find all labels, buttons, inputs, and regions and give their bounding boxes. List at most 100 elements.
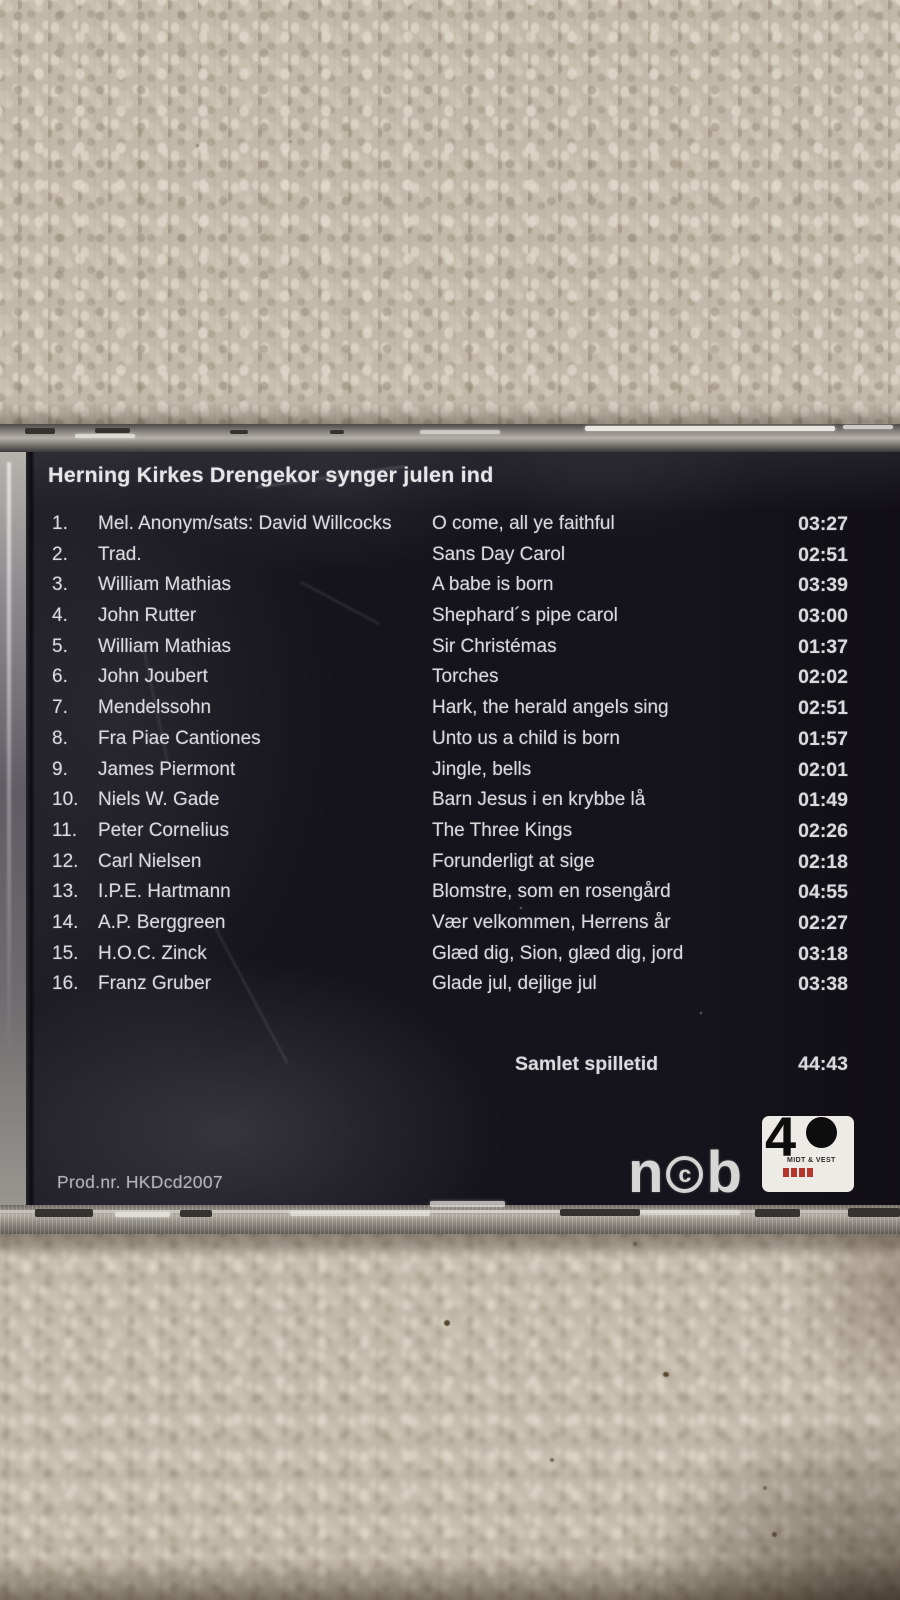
track-number: 3. (52, 574, 68, 596)
track-row: 6. John Joubert Torches 02:02 (52, 662, 848, 693)
track-number: 12. (52, 850, 79, 872)
track-title: Sir Christémas (432, 635, 557, 657)
track-composer: Mendelssohn (98, 697, 212, 719)
track-row: 10. Niels W. Gade Barn Jesus i en krybbe l… (52, 785, 848, 816)
plastic-glint (75, 434, 135, 438)
track-duration: 04:55 (798, 881, 848, 904)
track-composer: Mel. Anonym/sats: David Willcocks (98, 513, 392, 534)
track-row: 1. Mel. Anonym/sats: David Willcocks O com… (52, 509, 848, 540)
track-number: 6. (52, 666, 68, 688)
track-row: 5. William Mathias Sir Christémas 01:37 (52, 632, 848, 663)
track-title: Unto us a child is born (432, 727, 620, 749)
track-row: 16. Franz Gruber Glade jul, dejlige jul 03:… (52, 969, 848, 1000)
track-title: O come, all ye faithful (432, 513, 615, 534)
plastic-notch (25, 428, 55, 434)
track-row: 15. H.O.C. Zinck Glæd dig, Sion, glæd dig,… (52, 939, 848, 970)
plastic-notch (755, 1209, 800, 1217)
track-number: 10. (52, 789, 79, 811)
track-composer: A.P. Berggreen (98, 911, 226, 933)
track-number: 16. (52, 973, 79, 995)
track-title: The Three Kings (432, 819, 573, 841)
total-time-row: Samlet spilletid 44:43 (515, 1053, 848, 1076)
carpet-speck (196, 144, 199, 147)
ncb-logo: n c b (628, 1140, 742, 1206)
track-duration: 01:57 (798, 727, 848, 750)
track-number: 13. (52, 881, 79, 903)
track-composer: I.P.E. Hartmann (98, 881, 231, 903)
track-number: 5. (52, 635, 68, 657)
dust-dot (520, 907, 522, 909)
track-composer: Trad. (98, 543, 142, 565)
track-title: Vær velkommen, Herrens år (432, 911, 671, 933)
case-shadow-bottom (0, 1234, 900, 1600)
track-duration: 03:00 (798, 605, 848, 628)
plastic-notch (848, 1208, 900, 1217)
carpet-speck (289, 140, 292, 143)
plastic-highlight (0, 1210, 900, 1213)
plastic-notch (330, 430, 344, 434)
tracklist: 1. Mel. Anonym/sats: David Willcocks O com… (52, 509, 848, 1000)
track-number: 4. (52, 605, 68, 627)
case-left-edge (0, 452, 26, 1205)
track-duration: 01:49 (798, 789, 848, 812)
total-time: 44:43 (798, 1053, 848, 1075)
track-composer: H.O.C. Zinck (98, 942, 207, 964)
back-insert: Herning Kirkes Drengekor synger julen in… (0, 452, 900, 1205)
total-label: Samlet spilletid (515, 1053, 659, 1075)
ncb-letter-b: b (706, 1140, 742, 1206)
carpet-background-bottom (0, 1234, 900, 1600)
track-duration: 02:27 (798, 911, 848, 934)
track-title: Forunderligt at sige (432, 850, 595, 872)
carpet-texture (0, 0, 900, 424)
plastic-notch (180, 1210, 212, 1217)
plastic-notch (230, 430, 248, 434)
track-title: Hark, the herald angels sing (432, 697, 669, 719)
midt-vest-digit: 4 (765, 1105, 797, 1168)
case-shadow-top (0, 0, 900, 424)
track-duration: 01:37 (798, 635, 848, 658)
track-row: 8. Fra Piae Cantiones Unto us a child is b… (52, 724, 848, 755)
track-duration: 02:01 (798, 758, 848, 781)
track-title: Jingle, bells (432, 758, 532, 780)
plastic-notch (95, 428, 130, 433)
track-row: 9. James Piermont Jingle, bells 02:01 (52, 755, 848, 786)
plastic-glint (585, 426, 835, 431)
track-number: 2. (52, 543, 68, 565)
track-number: 1. (52, 513, 68, 534)
plastic-glint (115, 1212, 170, 1217)
plastic-glint (290, 1211, 430, 1216)
midt-vest-circle-icon (806, 1117, 837, 1148)
track-duration: 02:51 (798, 543, 848, 566)
plastic-notch (560, 1209, 640, 1216)
track-row: 13. I.P.E. Hartmann Blomstre, som en rosen… (52, 877, 848, 908)
track-composer: Fra Piae Cantiones (98, 727, 261, 749)
plastic-notch (35, 1209, 93, 1217)
track-duration: 03:38 (798, 973, 848, 996)
carpet-background-top (0, 0, 900, 424)
track-composer: Franz Gruber (98, 973, 211, 995)
track-row: 14. A.P. Berggreen Vær velkommen, Herrens … (52, 908, 848, 939)
track-number: 15. (52, 942, 79, 964)
track-title: A babe is born (432, 574, 554, 596)
track-row: 4. John Rutter Shephard´s pipe carol 03:00 (52, 601, 848, 632)
track-number: 7. (52, 697, 68, 719)
track-row: 7. Mendelssohn Hark, the herald angels sin… (52, 693, 848, 724)
track-title: Shephard´s pipe carol (432, 605, 618, 627)
track-duration: 03:18 (798, 942, 848, 965)
track-composer: Carl Nielsen (98, 850, 202, 872)
track-title: Glæd dig, Sion, glæd dig, jord (432, 942, 684, 964)
track-duration: 02:26 (798, 819, 848, 842)
case-left-seam (26, 452, 35, 1205)
track-number: 9. (52, 758, 68, 780)
track-number: 14. (52, 911, 79, 933)
track-duration: 02:18 (798, 850, 848, 873)
track-composer: John Rutter (98, 605, 197, 627)
cd-jewel-case-back: Herning Kirkes Drengekor synger julen in… (0, 424, 900, 1234)
track-row: 12. Carl Nielsen Forunderligt at sige 02:18 (52, 847, 848, 878)
track-row: 2. Trad. Sans Day Carol 02:51 (52, 540, 848, 571)
red-wordmark-icon (783, 1168, 813, 1177)
case-top-edge (0, 424, 900, 452)
printed-content: Herning Kirkes Drengekor synger julen in… (0, 452, 900, 1205)
dust-dot (700, 1012, 702, 1014)
